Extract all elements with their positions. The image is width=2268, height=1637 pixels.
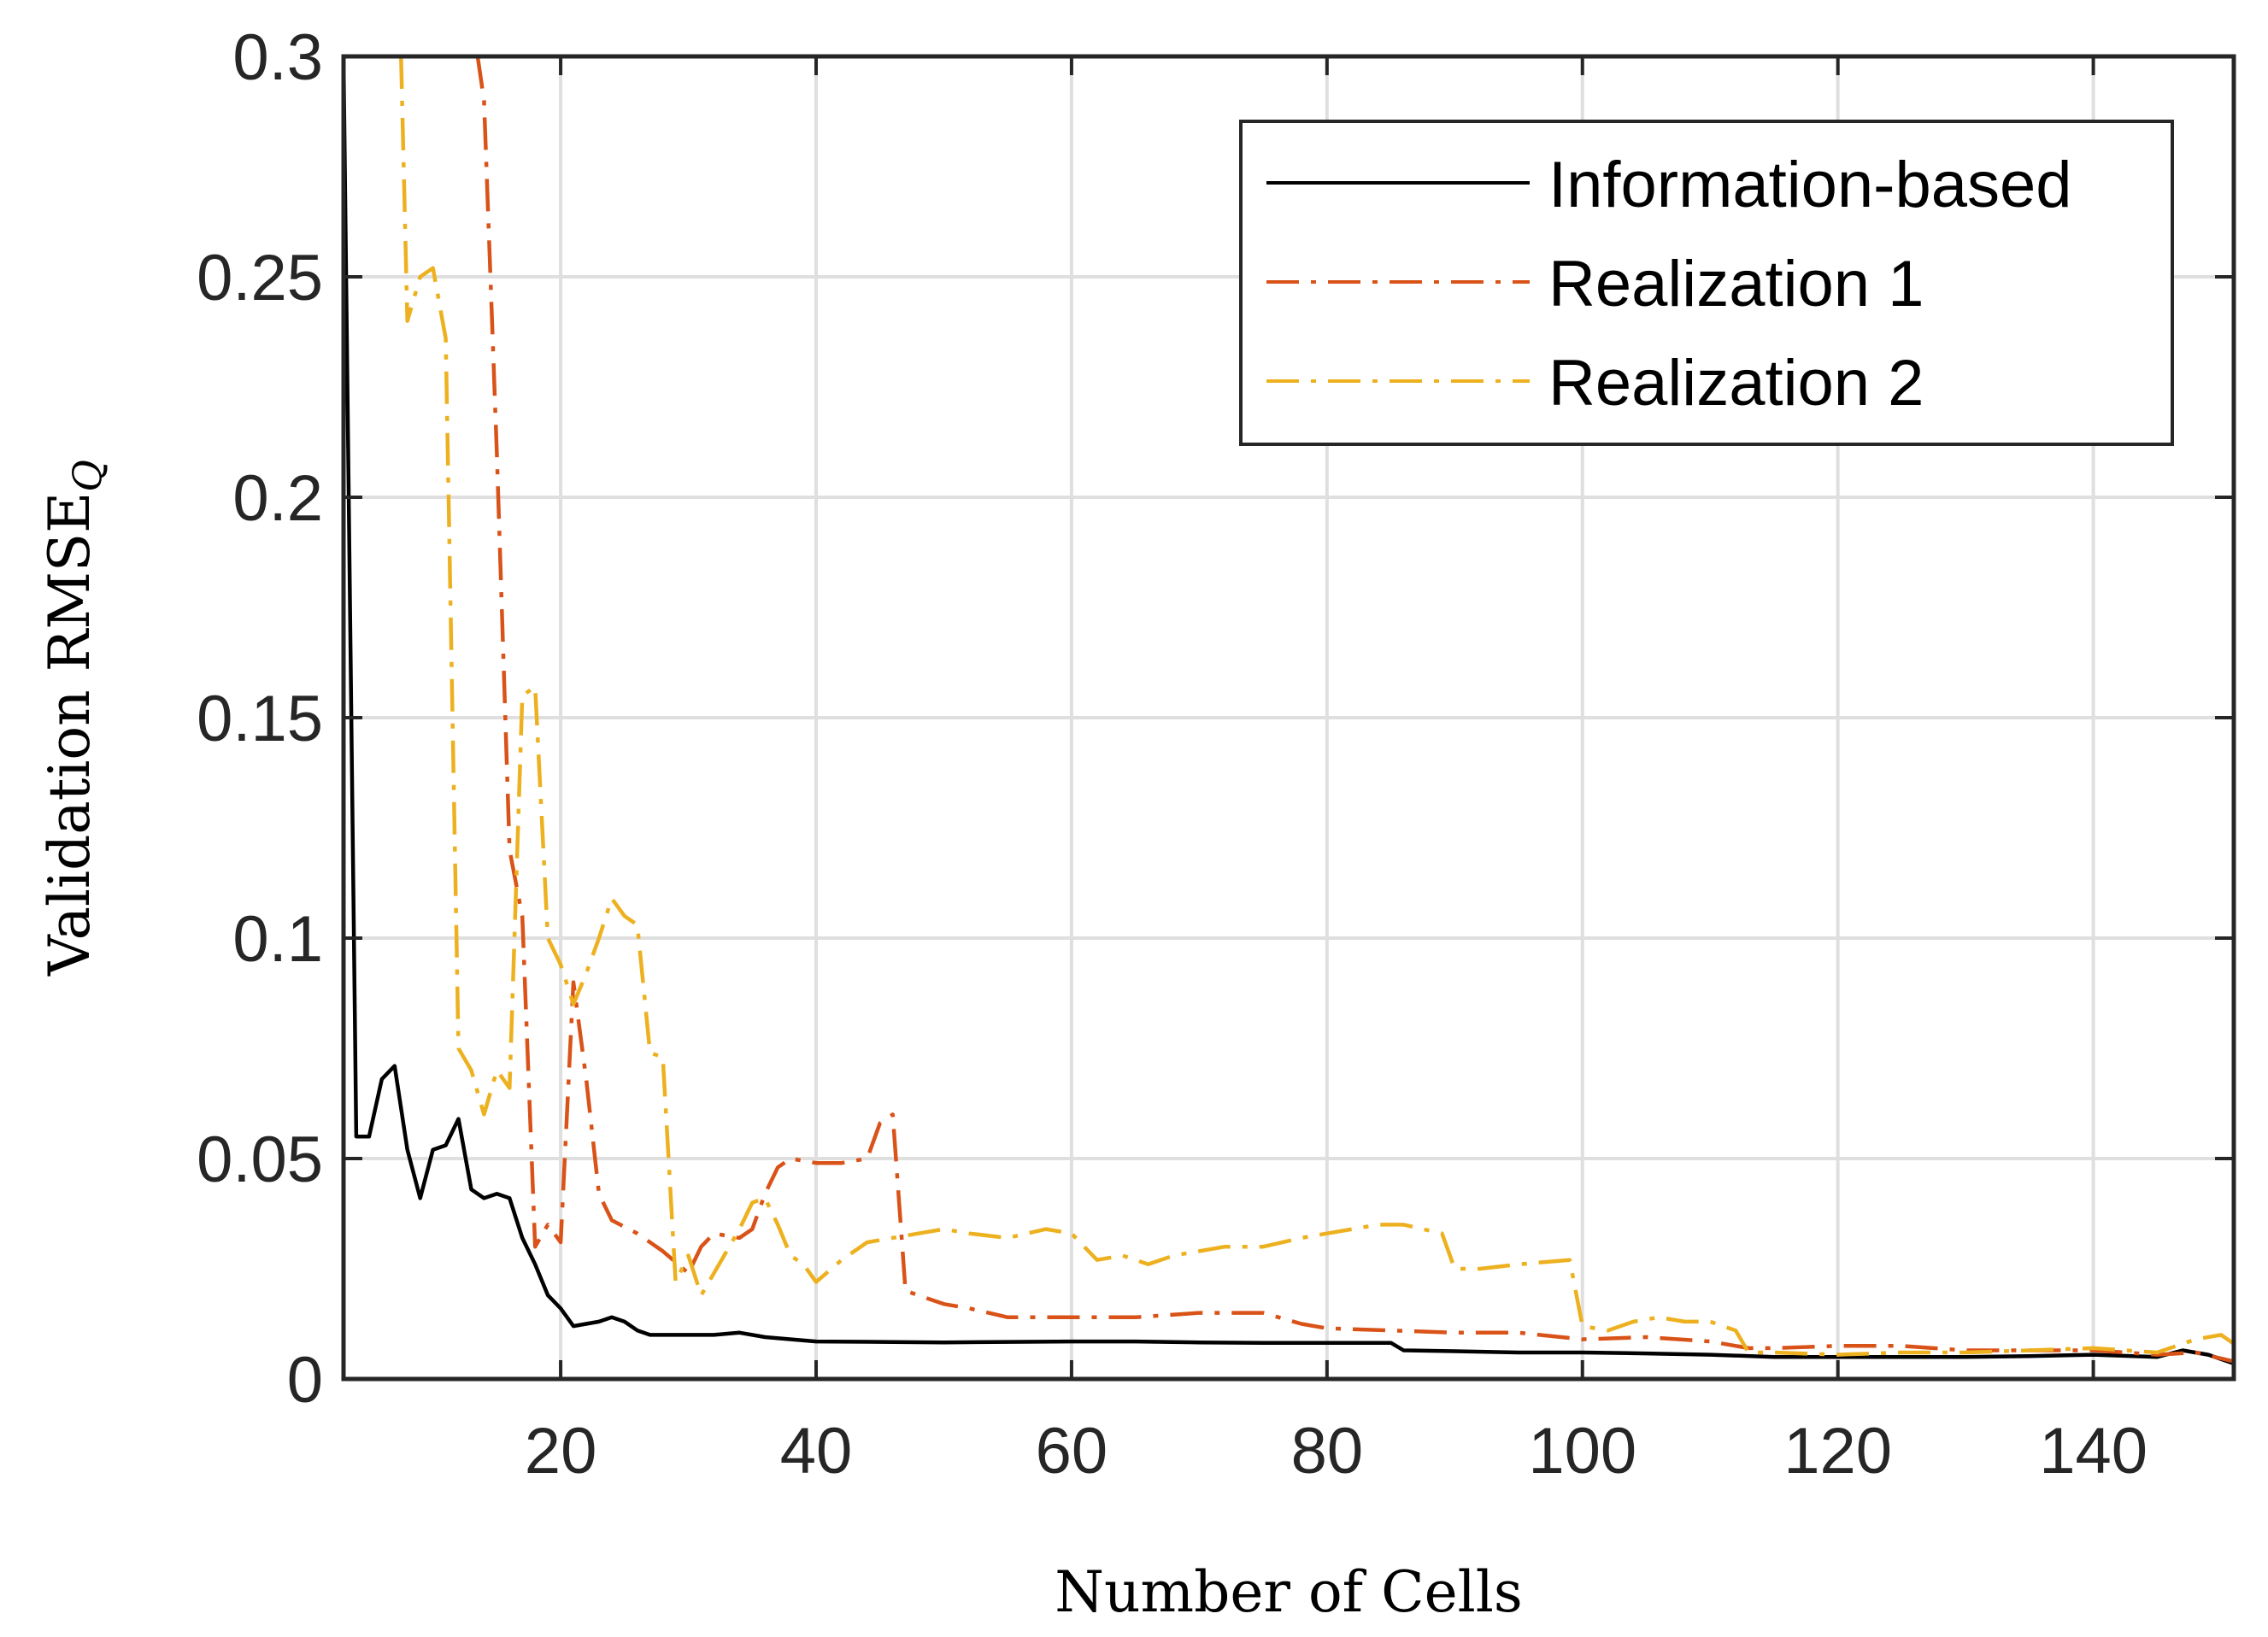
x-tick-label: 60 [1036, 1415, 1108, 1487]
x-tick-label: 100 [1528, 1415, 1636, 1487]
legend-entry-information-based: Information-based [1266, 149, 2072, 221]
y-axis-title: Validation RMSEQ [37, 460, 110, 977]
series-line-information-based [344, 56, 2234, 1366]
legend-entry-realization-1: Realization 1 [1266, 248, 1924, 320]
y-tick-label: 0.25 [197, 242, 323, 314]
legend-entry-realization-2: Realization 2 [1266, 347, 1924, 420]
series-line-realization-2 [399, 56, 2234, 1357]
series-line-realization-1 [475, 56, 2234, 1364]
x-tick-label: 80 [1291, 1415, 1364, 1487]
legend-label-realization-2: Realization 2 [1548, 347, 1924, 420]
x-axis-title: Number of Cells [1055, 1559, 1522, 1625]
legend-label-information-based: Information-based [1548, 149, 2072, 221]
y-axis-title-main: Validation RMSE [37, 492, 103, 977]
x-tick-label: 40 [780, 1415, 853, 1487]
legend-label-realization-1: Realization 1 [1548, 248, 1924, 320]
legend: Information-based Realization 1 Realizat… [1239, 120, 2174, 446]
x-tick-label: 120 [1783, 1415, 1892, 1487]
series-layer [344, 56, 2234, 1366]
y-tick-label: 0.05 [197, 1124, 323, 1196]
y-tick-label: 0.3 [232, 21, 323, 94]
x-tick-label: 20 [525, 1415, 597, 1487]
axis-ticks: 20 40 60 80 100 120 140 0 0.05 0.1 0.15 0.2 0.25 0.3 [197, 21, 2234, 1487]
y-tick-label: 0.2 [232, 462, 323, 535]
y-axis-title-subscript: Q [64, 460, 110, 492]
y-tick-label: 0.15 [197, 683, 323, 755]
y-tick-label: 0 [287, 1344, 323, 1417]
y-tick-label: 0.1 [232, 903, 323, 976]
x-tick-label: 140 [2039, 1415, 2148, 1487]
